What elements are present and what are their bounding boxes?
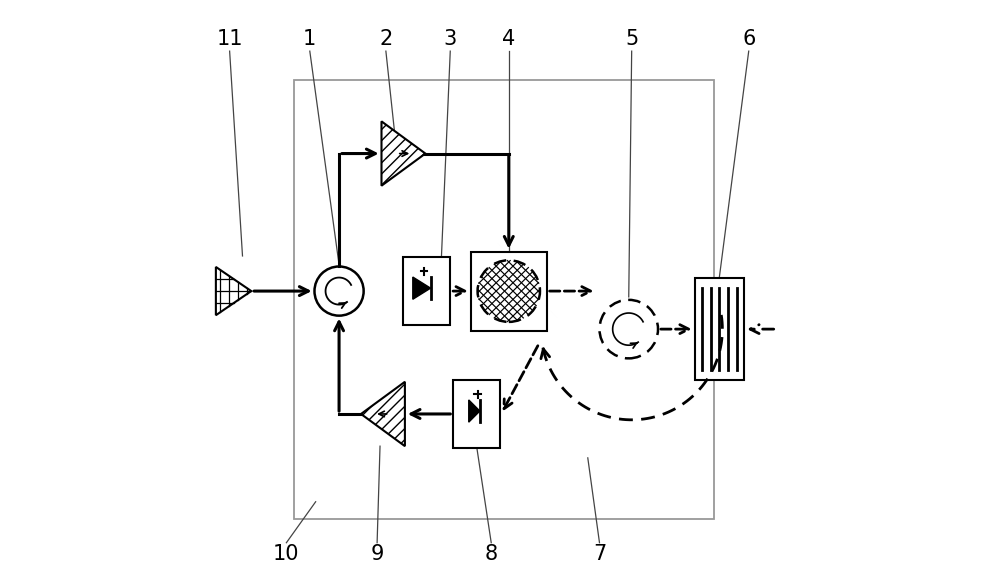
Circle shape bbox=[314, 266, 364, 316]
Bar bbox=[453, 380, 500, 447]
Text: 3: 3 bbox=[444, 29, 457, 49]
Text: 10: 10 bbox=[273, 544, 300, 564]
Polygon shape bbox=[361, 382, 405, 446]
Text: 1: 1 bbox=[303, 29, 316, 49]
Bar bbox=[695, 278, 744, 380]
Text: 7: 7 bbox=[593, 544, 606, 564]
Text: 5: 5 bbox=[625, 29, 638, 49]
Ellipse shape bbox=[478, 260, 540, 322]
Bar bbox=[403, 258, 450, 325]
Text: 9: 9 bbox=[370, 544, 384, 564]
Polygon shape bbox=[469, 400, 480, 422]
Text: 11: 11 bbox=[216, 29, 243, 49]
Text: 4: 4 bbox=[502, 29, 515, 49]
Text: 8: 8 bbox=[485, 544, 498, 564]
Text: 6: 6 bbox=[742, 29, 755, 49]
Bar bbox=[294, 81, 714, 519]
Bar bbox=[471, 252, 547, 330]
Polygon shape bbox=[216, 267, 251, 315]
Circle shape bbox=[599, 300, 658, 358]
Text: 2: 2 bbox=[379, 29, 393, 49]
Polygon shape bbox=[413, 277, 431, 299]
Polygon shape bbox=[381, 121, 425, 186]
